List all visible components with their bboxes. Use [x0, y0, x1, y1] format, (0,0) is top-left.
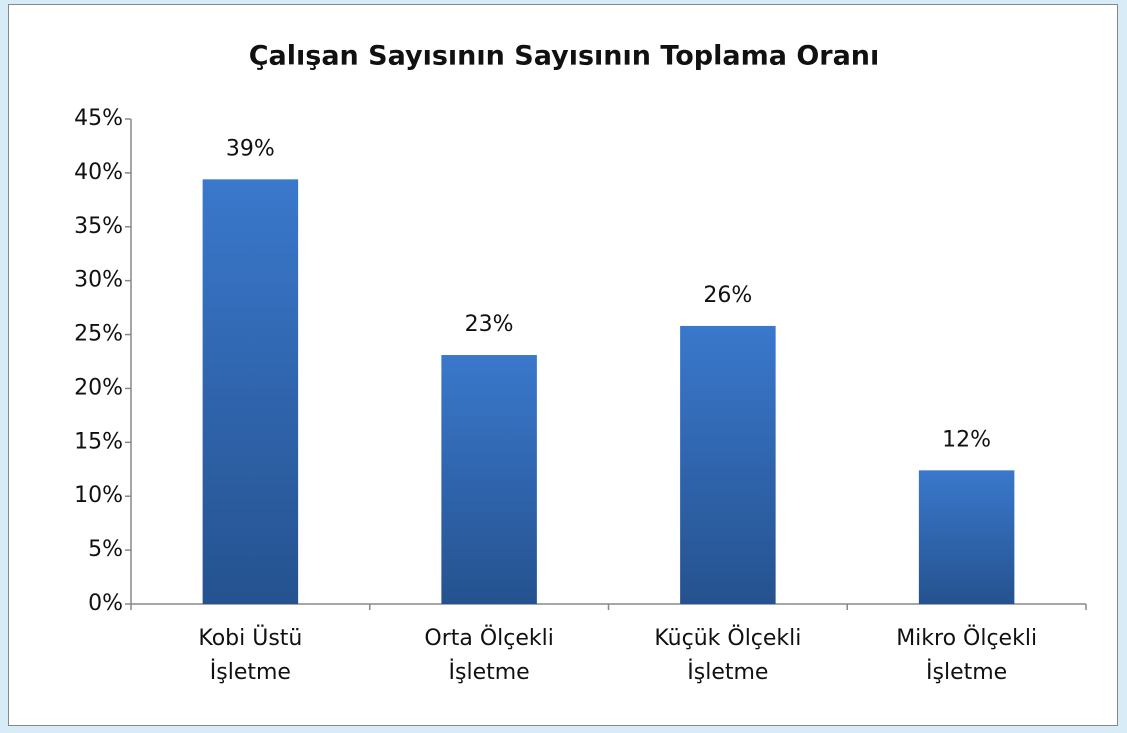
y-tick-label: 15% — [74, 429, 123, 454]
y-tick-label: 45% — [74, 106, 123, 131]
bar — [441, 355, 537, 604]
bar — [202, 179, 299, 604]
chart-frame: Çalışan Sayısının Sayısının Toplama Oran… — [8, 4, 1118, 726]
data-label: 12% — [942, 427, 991, 452]
y-tick-label: 0% — [88, 591, 123, 616]
data-label: 39% — [226, 136, 275, 161]
x-tick-label: Kobi Üstü İşletme — [198, 626, 303, 685]
data-label: 26% — [703, 283, 752, 308]
y-tick-label: 35% — [74, 214, 123, 239]
y-tick-label: 20% — [74, 375, 123, 400]
chart-title: Çalışan Sayısının Sayısının Toplama Oran… — [249, 41, 880, 72]
y-tick-label: 40% — [74, 160, 123, 185]
x-tick-label: Küçük Ölçekli İşletme — [654, 626, 802, 685]
x-tick-label: Orta Ölçekli İşletme — [424, 626, 554, 685]
chart: Çalışan Sayısının Sayısının Toplama Oran… — [74, 41, 1087, 616]
y-tick-label: 25% — [74, 322, 123, 347]
bar — [680, 325, 776, 604]
y-tick-label: 30% — [74, 268, 123, 293]
y-tick-label: 10% — [74, 483, 123, 508]
data-label: 23% — [465, 312, 514, 337]
x-tick-label: Mikro Ölçekli İşletme — [896, 626, 1038, 685]
bar — [918, 470, 1015, 604]
y-tick-label: 5% — [88, 537, 123, 562]
